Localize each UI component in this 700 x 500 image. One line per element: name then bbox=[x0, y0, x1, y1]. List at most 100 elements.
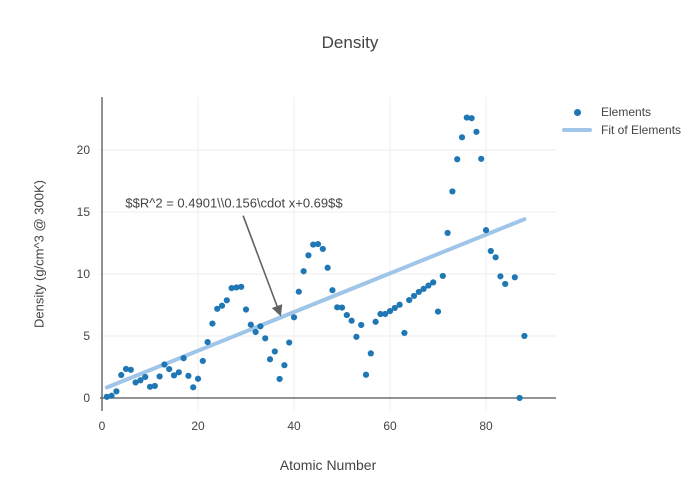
data-point[interactable] bbox=[415, 288, 422, 296]
data-point[interactable] bbox=[170, 372, 178, 379]
data-point[interactable] bbox=[434, 308, 442, 315]
data-point[interactable] bbox=[122, 365, 130, 373]
legend-label-elements: Elements bbox=[601, 105, 652, 119]
chart-title: Density bbox=[321, 33, 379, 52]
data-point[interactable] bbox=[386, 307, 394, 315]
data-point[interactable] bbox=[444, 229, 451, 237]
data-point[interactable] bbox=[516, 394, 523, 402]
data-point[interactable] bbox=[372, 318, 379, 325]
data-point[interactable] bbox=[473, 128, 480, 135]
data-point[interactable] bbox=[257, 323, 264, 330]
data-point[interactable] bbox=[137, 377, 144, 384]
data-point[interactable] bbox=[353, 333, 360, 340]
data-point[interactable] bbox=[262, 335, 269, 342]
data-point[interactable] bbox=[497, 273, 504, 280]
data-point[interactable] bbox=[367, 350, 374, 357]
data-point[interactable] bbox=[305, 252, 312, 259]
data-point[interactable] bbox=[132, 379, 139, 386]
data-point[interactable] bbox=[391, 304, 398, 312]
data-point[interactable] bbox=[118, 371, 125, 379]
data-point[interactable] bbox=[142, 373, 149, 381]
data-point[interactable] bbox=[185, 372, 192, 379]
data-point[interactable] bbox=[502, 280, 509, 288]
data-point[interactable] bbox=[190, 384, 197, 391]
x-tick-label: 60 bbox=[383, 419, 397, 433]
data-point[interactable] bbox=[406, 296, 413, 304]
data-point[interactable] bbox=[103, 393, 110, 400]
data-point[interactable] bbox=[362, 371, 370, 378]
data-point[interactable] bbox=[194, 375, 202, 382]
data-point[interactable] bbox=[295, 288, 302, 295]
data-point[interactable] bbox=[377, 310, 384, 318]
data-point[interactable] bbox=[242, 306, 250, 313]
data-point[interactable] bbox=[420, 285, 427, 293]
y-tick-label: 0 bbox=[83, 391, 90, 405]
data-point[interactable] bbox=[410, 292, 418, 300]
data-point[interactable] bbox=[238, 283, 245, 290]
data-point[interactable] bbox=[223, 297, 230, 304]
data-point[interactable] bbox=[300, 268, 307, 275]
data-point[interactable] bbox=[458, 134, 466, 141]
data-point[interactable] bbox=[233, 284, 240, 291]
data-point[interactable] bbox=[338, 304, 346, 311]
data-point[interactable] bbox=[214, 305, 221, 312]
data-point[interactable] bbox=[425, 282, 432, 289]
legend-item-elements[interactable]: Elements bbox=[558, 103, 681, 121]
data-point[interactable] bbox=[343, 311, 350, 319]
data-point[interactable] bbox=[401, 329, 408, 337]
data-point[interactable] bbox=[180, 355, 187, 362]
data-point[interactable] bbox=[108, 392, 115, 399]
data-point[interactable] bbox=[204, 338, 211, 346]
data-point[interactable] bbox=[290, 314, 298, 321]
data-point[interactable] bbox=[271, 348, 278, 355]
data-point[interactable] bbox=[247, 321, 254, 328]
data-point[interactable] bbox=[175, 369, 182, 376]
data-point[interactable] bbox=[266, 356, 274, 363]
y-axis-title: Density (g/cm^3 @ 300K) bbox=[31, 180, 47, 328]
x-tick-label: 20 bbox=[191, 419, 205, 433]
data-point[interactable] bbox=[228, 285, 235, 292]
data-point[interactable] bbox=[492, 254, 499, 261]
data-point[interactable] bbox=[276, 375, 283, 383]
x-axis-title: Atomic Number bbox=[279, 457, 377, 473]
data-point[interactable] bbox=[113, 388, 120, 395]
data-point[interactable] bbox=[314, 240, 322, 248]
data-point[interactable] bbox=[319, 245, 326, 253]
data-point[interactable] bbox=[454, 156, 461, 163]
data-point[interactable] bbox=[161, 361, 168, 368]
data-point[interactable] bbox=[166, 365, 173, 373]
data-point[interactable] bbox=[449, 188, 456, 195]
data-point[interactable] bbox=[329, 287, 336, 294]
data-point[interactable] bbox=[218, 302, 226, 309]
legend: Elements Fit of Elements bbox=[558, 103, 681, 139]
data-point[interactable] bbox=[146, 383, 154, 390]
x-tick-label: 80 bbox=[479, 419, 493, 433]
data-point[interactable] bbox=[151, 382, 158, 390]
data-point[interactable] bbox=[310, 241, 317, 248]
data-point[interactable] bbox=[511, 274, 518, 281]
data-point[interactable] bbox=[396, 301, 403, 308]
data-point[interactable] bbox=[252, 328, 259, 336]
data-point[interactable] bbox=[521, 332, 528, 340]
data-point[interactable] bbox=[334, 304, 341, 311]
data-point[interactable] bbox=[487, 247, 494, 255]
data-point[interactable] bbox=[199, 357, 206, 365]
data-point[interactable] bbox=[324, 264, 331, 271]
data-point[interactable] bbox=[348, 317, 355, 324]
data-point[interactable] bbox=[463, 114, 470, 121]
data-point[interactable] bbox=[382, 310, 389, 318]
data-point[interactable] bbox=[281, 362, 288, 369]
data-point[interactable] bbox=[468, 115, 475, 122]
data-point[interactable] bbox=[430, 279, 437, 286]
data-point[interactable] bbox=[286, 339, 293, 346]
data-point[interactable] bbox=[482, 227, 490, 234]
legend-item-fit-of-elements[interactable]: Fit of Elements bbox=[558, 121, 681, 139]
data-point[interactable] bbox=[478, 155, 485, 162]
data-point[interactable] bbox=[156, 373, 163, 380]
fit-line[interactable] bbox=[104, 217, 527, 390]
data-point[interactable] bbox=[209, 320, 216, 327]
data-point[interactable] bbox=[127, 366, 134, 373]
data-point[interactable] bbox=[439, 272, 446, 280]
data-point[interactable] bbox=[358, 321, 365, 329]
